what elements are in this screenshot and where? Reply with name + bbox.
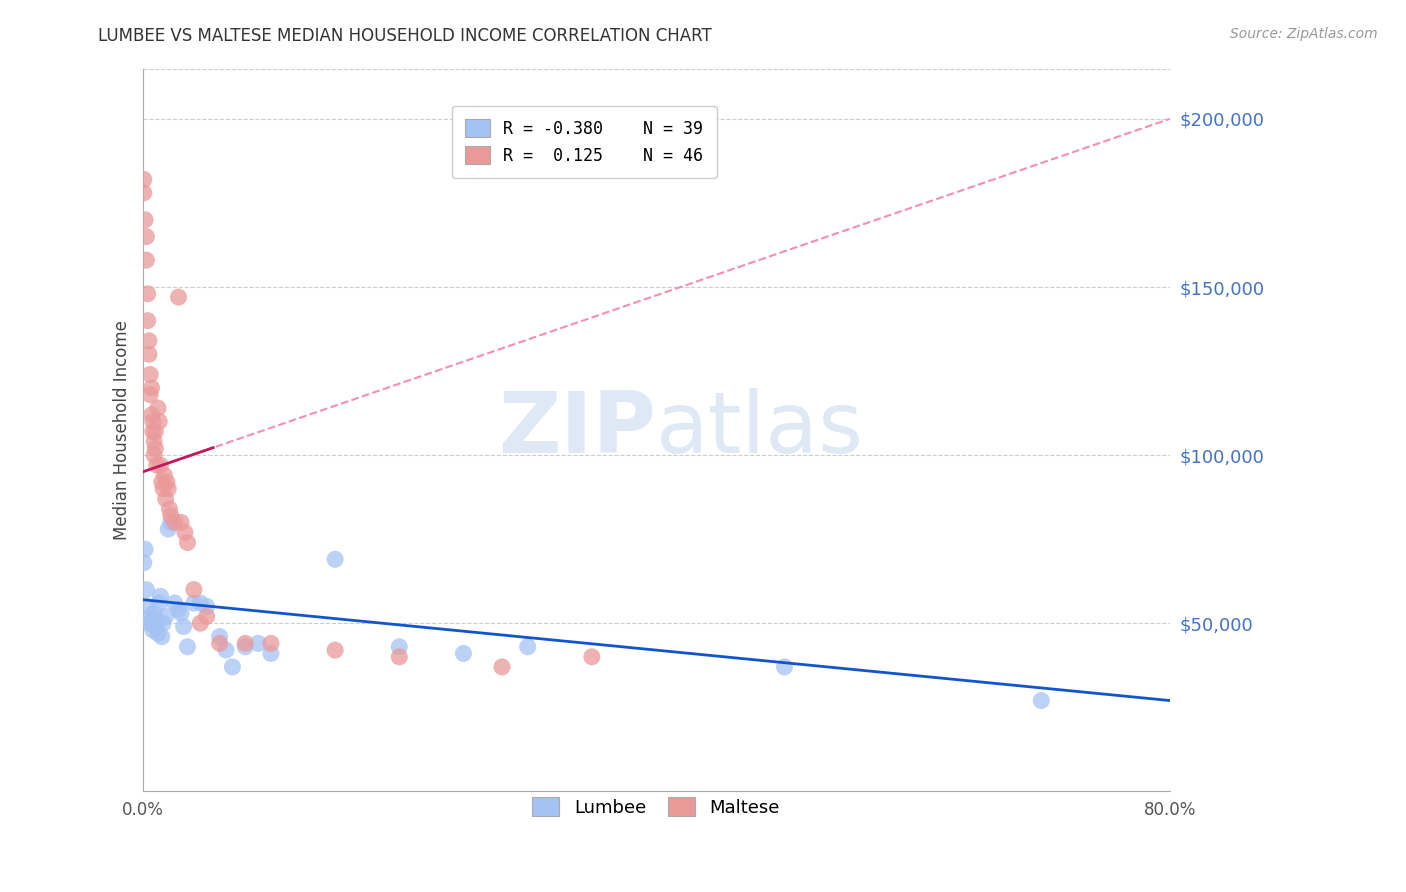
Point [233,640,256,654]
Point [1031,693,1053,707]
Point [173,619,195,633]
Point [150,475,173,489]
Point [146,401,169,415]
Point [170,516,193,530]
Text: ZIP: ZIP [498,388,657,471]
Point [155,609,177,624]
Point [260,647,283,661]
Point [176,640,198,654]
Point [150,630,173,644]
Point [176,535,198,549]
Point [145,442,167,456]
Point [146,626,169,640]
Point [157,522,180,536]
Point [142,623,165,637]
Point [141,616,163,631]
Point [157,482,180,496]
Point [148,596,170,610]
Point [195,609,218,624]
Point [159,508,181,523]
Point [138,334,160,348]
Point [188,616,211,631]
Point [142,425,165,439]
Point [167,603,190,617]
Point [491,660,513,674]
Text: Source: ZipAtlas.com: Source: ZipAtlas.com [1230,27,1378,41]
Point [208,636,231,650]
Point [138,616,160,631]
Point [132,556,155,570]
Point [233,636,256,650]
Point [138,347,160,361]
Point [221,660,243,674]
Point [167,290,190,304]
Point [323,643,346,657]
Point [149,590,172,604]
Point [136,599,159,614]
Point [208,630,231,644]
Point [135,253,157,268]
Point [516,640,538,654]
Text: LUMBEE VS MALTESE MEDIAN HOUSEHOLD INCOME CORRELATION CHART: LUMBEE VS MALTESE MEDIAN HOUSEHOLD INCOM… [98,27,713,45]
Point [132,172,155,186]
Point [145,619,167,633]
Point [156,475,179,489]
Point [145,613,167,627]
Point [141,381,163,395]
Point [143,606,166,620]
Point [152,616,174,631]
Point [145,425,167,439]
Point [143,434,166,449]
Text: atlas: atlas [657,388,865,471]
Point [155,491,177,506]
Point [135,582,157,597]
Point [453,647,475,661]
Point [183,582,205,597]
Point [132,186,155,200]
Point [388,640,411,654]
Point [183,596,205,610]
Point [163,596,186,610]
Point [141,408,163,422]
Point [195,599,218,614]
Point [139,368,162,382]
Point [152,482,174,496]
Point [159,502,181,516]
Y-axis label: Median Household Income: Median Household Income [114,320,131,540]
Point [323,552,346,566]
Point [170,606,193,620]
Point [159,516,181,530]
Point [148,415,170,429]
Point [134,542,156,557]
Point [153,468,176,483]
Point [581,649,603,664]
Point [215,643,238,657]
Point [145,458,167,473]
Point [260,636,283,650]
Point [135,229,157,244]
Point [136,313,159,327]
Legend: Lumbee, Maltese: Lumbee, Maltese [523,788,789,826]
Point [136,286,159,301]
Point [143,448,166,462]
Point [174,525,197,540]
Point [188,596,211,610]
Point [773,660,796,674]
Point [139,609,162,624]
Point [388,649,411,664]
Point [139,387,162,401]
Point [149,458,172,473]
Point [142,415,165,429]
Point [247,636,270,650]
Point [163,516,186,530]
Point [134,212,156,227]
